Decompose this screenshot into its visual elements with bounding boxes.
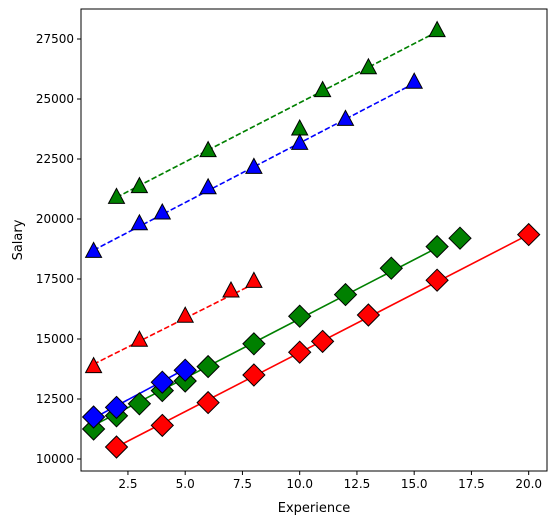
- y-tick-label-0: 10000: [36, 452, 74, 466]
- y-axis-label: Salary: [11, 219, 26, 260]
- series-2-point-3: [222, 280, 240, 298]
- series-4-point-2: [196, 390, 220, 415]
- x-tick-label-6: 17.5: [458, 477, 485, 491]
- series-5-point-3: [173, 358, 197, 382]
- series-4-point-3: [242, 363, 266, 387]
- axes-frame: [80, 8, 548, 472]
- series-4-point-7: [425, 268, 449, 292]
- x-tick-label-2: 7.5: [233, 477, 252, 491]
- series-2-point-4: [245, 271, 263, 288]
- x-tick-label-5: 15.0: [401, 477, 428, 491]
- series-1-point-7: [405, 72, 424, 89]
- x-tick-label-0: 2.5: [118, 477, 137, 491]
- series-1-point-5: [290, 133, 309, 150]
- series-1-point-1: [130, 213, 149, 231]
- series-2-point-0: [84, 356, 103, 374]
- series-3-point-11: [448, 226, 472, 250]
- series-0-point-5: [359, 57, 378, 75]
- series-4-point-6: [356, 303, 381, 327]
- series-4-point-8: [516, 222, 541, 247]
- x-tick-label-7: 20.0: [515, 477, 542, 491]
- y-tick-label-5: 22500: [36, 152, 74, 166]
- series-5-point-2: [150, 370, 175, 394]
- series-3-point-6: [242, 332, 266, 356]
- series-2-point-1: [130, 330, 149, 347]
- series-4-point-5: [310, 329, 335, 354]
- series-0-point-2: [199, 140, 217, 158]
- series-5-point-0: [81, 405, 106, 429]
- series-1-point-3: [199, 177, 217, 195]
- series-0-line: [116, 31, 438, 199]
- series-1-point-4: [245, 157, 263, 174]
- y-tick-label-6: 25000: [36, 92, 74, 106]
- series-1-line: [93, 82, 415, 251]
- y-tick-label-7: 27500: [36, 32, 74, 46]
- series-0-point-0: [107, 187, 126, 204]
- series-1-point-0: [84, 241, 103, 258]
- series-3-point-10: [425, 234, 449, 259]
- series-3-point-2: [127, 392, 152, 416]
- series-0-point-6: [428, 20, 446, 38]
- series-3-point-0: [81, 417, 106, 441]
- series-5-point-1: [104, 395, 129, 420]
- y-tick-label-1: 12500: [36, 392, 74, 406]
- series-3-point-5: [196, 354, 220, 379]
- x-tick-label-4: 12.5: [344, 477, 371, 491]
- markers: [81, 20, 541, 459]
- series-2-point-2: [176, 306, 195, 323]
- y-tick-label-4: 20000: [36, 212, 74, 226]
- x-tick-label-1: 5.0: [176, 477, 195, 491]
- series-1-point-6: [336, 109, 355, 126]
- series-4-point-0: [104, 435, 129, 459]
- series-2-line: [93, 283, 255, 365]
- series-1-point-2: [153, 202, 172, 220]
- series-3-point-7: [287, 304, 312, 328]
- ticks: 2.5 5.0 7.5 10.0 12.5 15.0 17.5 20.0 10000 12500 1…: [36, 32, 542, 491]
- series-3-point-9: [379, 256, 404, 280]
- y-tick-label-3: 17500: [36, 272, 74, 286]
- y-tick-label-2: 15000: [36, 332, 74, 346]
- series-4-point-1: [150, 413, 175, 438]
- series-0-point-4: [313, 80, 332, 98]
- x-axis-label: Experience: [278, 501, 351, 516]
- series-4-point-4: [287, 340, 312, 364]
- series-3-line: [93, 247, 438, 427]
- series-3-point-8: [333, 282, 358, 307]
- x-tick-label-3: 10.0: [286, 477, 313, 491]
- series-0-point-1: [130, 176, 149, 194]
